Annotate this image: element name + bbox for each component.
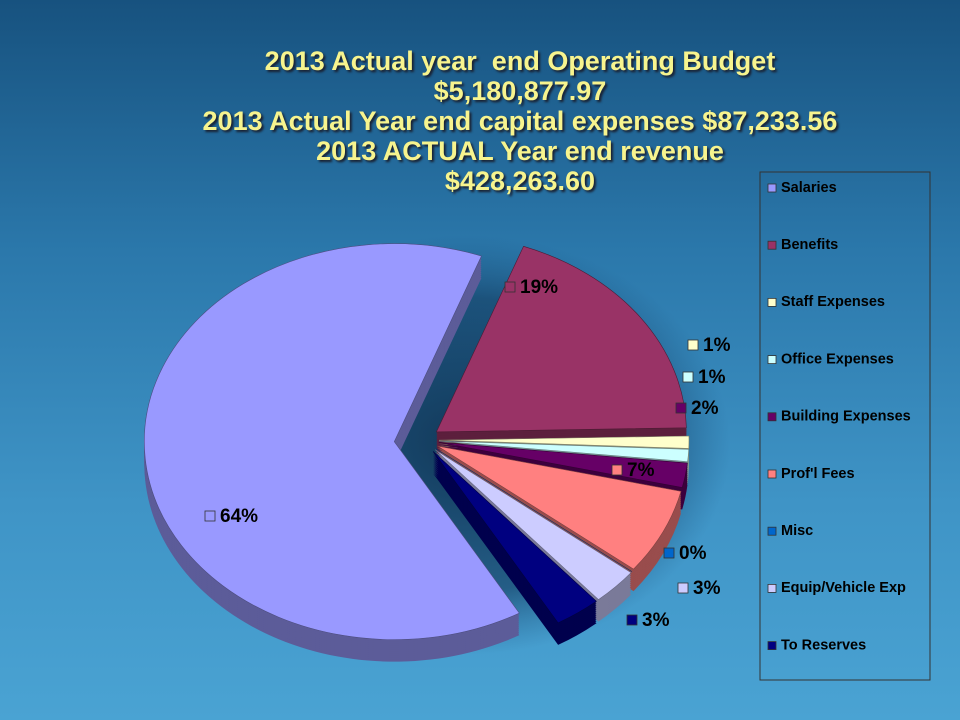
legend-key (767, 355, 777, 365)
data-label: 3% (642, 610, 670, 631)
legend-label: Prof'l Fees (781, 466, 855, 482)
data-label: 7% (627, 460, 655, 481)
title-line: $428,263.60 (444, 166, 596, 196)
slice (435, 448, 633, 572)
title: 2013 Actual year end Operating Budget $5,… (170, 46, 870, 196)
legend-key (767, 584, 777, 593)
label-key (663, 547, 675, 559)
data-label: 3% (693, 578, 721, 599)
legend-key (767, 240, 777, 250)
slice (438, 442, 688, 488)
title-line: 2013 Actual year end Operating Budget (264, 46, 776, 76)
title-line: $5,180,877.97 (433, 76, 607, 106)
slice-side (438, 444, 688, 490)
label-key (687, 339, 699, 351)
legend-label: Salaries (781, 180, 837, 196)
label-key (626, 614, 638, 626)
slice (435, 245, 687, 433)
legend-key (767, 641, 777, 650)
data-label: 2% (691, 398, 719, 419)
legend-label: Staff Expenses (781, 294, 885, 310)
data-label: 19% (520, 277, 558, 298)
label-key (504, 281, 516, 293)
slice (437, 445, 682, 570)
legend-label: Benefits (781, 237, 838, 253)
legend-key (767, 526, 777, 536)
label-key (677, 582, 689, 594)
slice (432, 451, 597, 624)
label-key (204, 510, 216, 522)
data-label: 0% (679, 543, 707, 564)
data-label: 1% (703, 335, 731, 356)
slice (144, 243, 520, 640)
title-line: 2013 Actual Year end capital expenses $8… (202, 106, 838, 136)
legend-label: Building Expenses (781, 409, 911, 425)
data-label: 1% (698, 367, 726, 388)
label-key (682, 371, 694, 383)
slice (434, 449, 632, 600)
label-key (675, 402, 687, 414)
label-key (611, 464, 623, 476)
slice (438, 435, 690, 449)
legend-box (759, 171, 931, 681)
legend-label: Misc (781, 523, 813, 539)
legend-key (767, 469, 777, 479)
title-line: 2013 ACTUAL Year end revenue (316, 136, 724, 166)
legend-key (767, 183, 777, 193)
data-label: 64% (220, 506, 258, 527)
slice (438, 440, 690, 463)
legend-key (767, 412, 777, 422)
legend-label: To Reserves (781, 637, 866, 653)
legend-label: Office Expenses (781, 351, 894, 367)
legend-key (767, 297, 777, 307)
legend-label: Equip/Vehicle Exp (781, 580, 906, 596)
